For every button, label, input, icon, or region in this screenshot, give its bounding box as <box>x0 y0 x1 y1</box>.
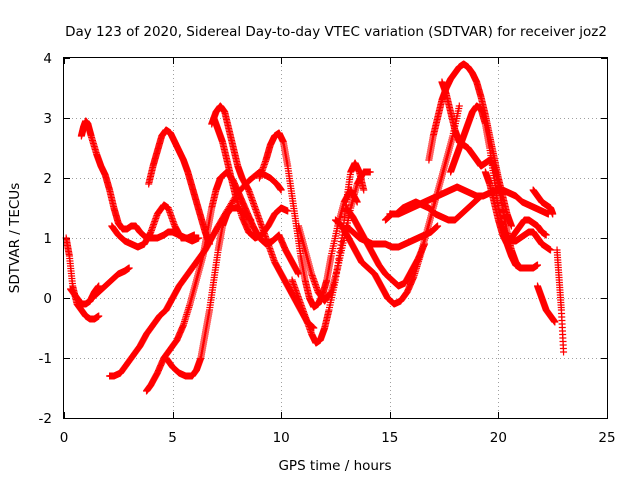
series-track-3 <box>77 117 203 245</box>
y-tick-label: 0 <box>43 291 52 307</box>
data-point <box>190 231 198 239</box>
y-axis-label: SDTVAR / TECUs <box>7 183 23 293</box>
x-tick-label: 10 <box>273 430 290 446</box>
data-point <box>560 348 568 356</box>
data-point <box>277 186 285 194</box>
axis-ticks: 0 5 10 15 20 25 -2 -1 0 1 2 3 4 <box>39 51 616 446</box>
x-tick-label: 15 <box>381 430 398 446</box>
y-tick-label: 3 <box>43 111 52 127</box>
data-point <box>195 234 203 242</box>
data-points <box>62 60 568 395</box>
series-track-1 <box>62 234 103 323</box>
series-track-27 <box>553 246 568 356</box>
x-tick-label: 25 <box>598 430 615 446</box>
y-tick-label: 1 <box>43 231 52 247</box>
x-tick-label: 0 <box>60 430 69 446</box>
y-tick-label: -1 <box>39 351 52 367</box>
chart-title: Day 123 of 2020, Sidereal Day-to-day VTE… <box>65 24 607 40</box>
x-tick-label: 5 <box>168 430 177 446</box>
series-track-5 <box>88 264 133 302</box>
x-axis-label: GPS time / hours <box>278 458 391 474</box>
series-track-26 <box>533 282 559 326</box>
series-track-4 <box>108 201 198 251</box>
x-tick-label: 20 <box>490 430 507 446</box>
y-tick-label: 2 <box>43 171 52 187</box>
y-tick-label: -2 <box>39 411 52 427</box>
data-point <box>125 264 133 272</box>
data-point <box>95 312 103 320</box>
y-tick-label: 4 <box>43 51 52 67</box>
